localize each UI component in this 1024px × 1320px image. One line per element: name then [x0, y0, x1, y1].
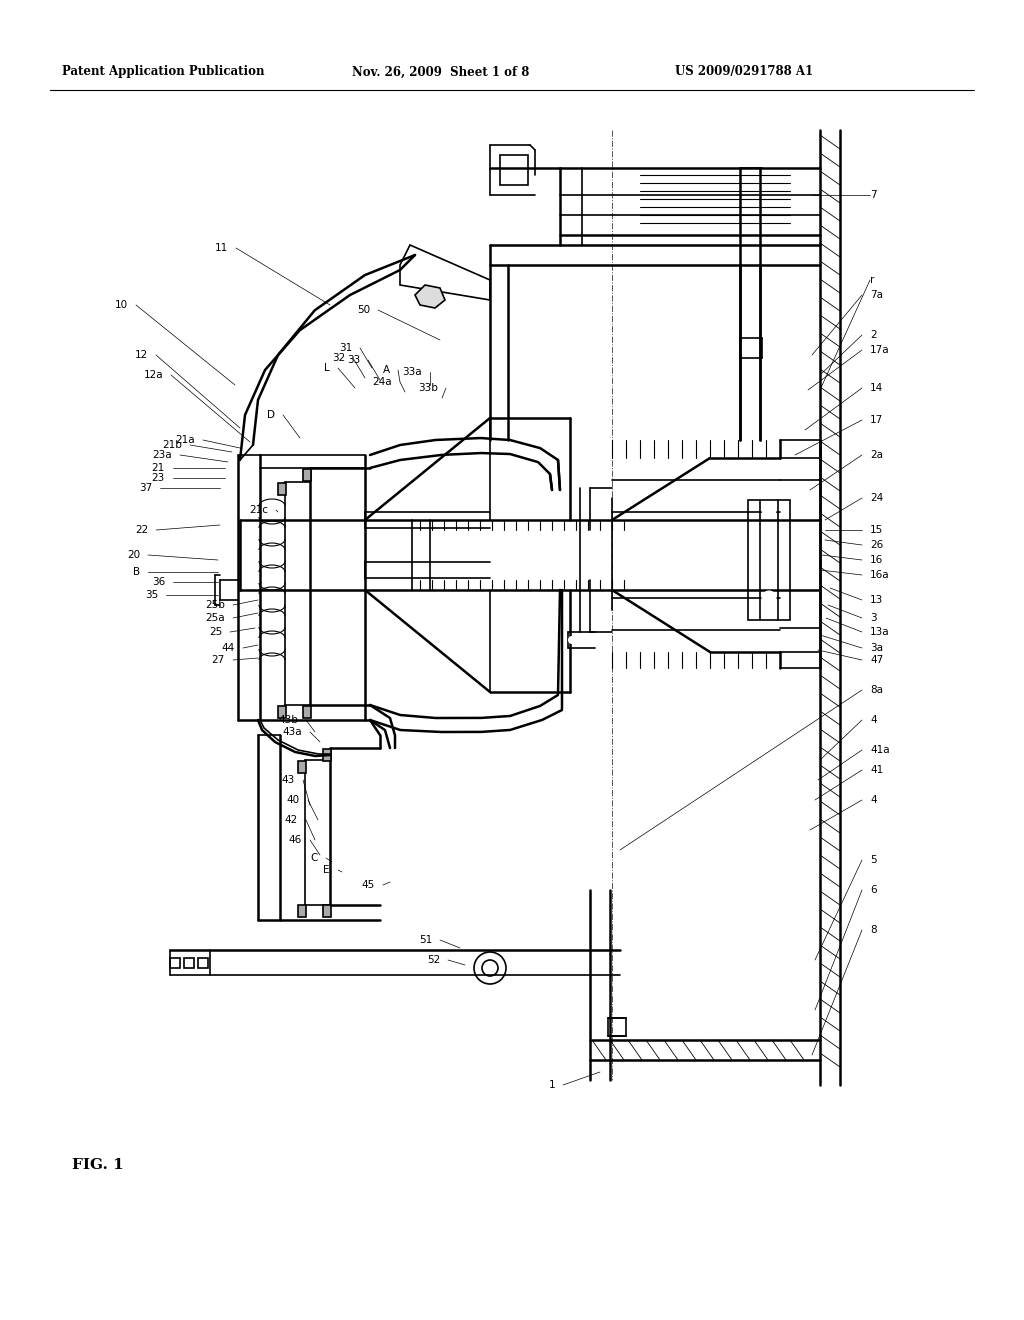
Text: 7a: 7a: [870, 290, 883, 300]
Text: 3: 3: [870, 612, 877, 623]
Text: 21: 21: [152, 463, 165, 473]
Text: 25a: 25a: [206, 612, 225, 623]
Text: US 2009/0291788 A1: US 2009/0291788 A1: [675, 66, 813, 78]
Bar: [608, 1018, 626, 1036]
Text: 27: 27: [212, 655, 225, 665]
Text: 2a: 2a: [870, 450, 883, 459]
Text: 33a: 33a: [402, 367, 422, 378]
Bar: [298, 906, 306, 917]
Text: 20: 20: [127, 550, 140, 560]
Text: 43: 43: [282, 775, 295, 785]
Bar: [303, 469, 311, 480]
Text: 15: 15: [870, 525, 884, 535]
Text: 52: 52: [427, 954, 440, 965]
Text: 14: 14: [870, 383, 884, 393]
Text: 41a: 41a: [870, 744, 890, 755]
Text: B: B: [133, 568, 140, 577]
Text: 44: 44: [222, 643, 234, 653]
Text: 7: 7: [870, 190, 877, 201]
Text: 8: 8: [870, 925, 877, 935]
Text: 32: 32: [332, 352, 345, 363]
Text: 41: 41: [870, 766, 884, 775]
Text: 4: 4: [870, 715, 877, 725]
Text: 50: 50: [357, 305, 370, 315]
Text: 4: 4: [870, 795, 877, 805]
Text: FIG. 1: FIG. 1: [72, 1158, 124, 1172]
Text: 42: 42: [285, 814, 298, 825]
Text: 23a: 23a: [153, 450, 172, 459]
Text: 16: 16: [870, 554, 884, 565]
Text: 47: 47: [870, 655, 884, 665]
Circle shape: [762, 546, 776, 561]
Circle shape: [762, 525, 776, 539]
Text: 16a: 16a: [870, 570, 890, 579]
Text: 12: 12: [135, 350, 148, 360]
Text: 17a: 17a: [870, 345, 890, 355]
Circle shape: [568, 636, 575, 644]
Text: 3a: 3a: [870, 643, 883, 653]
Circle shape: [585, 636, 592, 644]
Text: 1: 1: [549, 1080, 555, 1090]
Text: Nov. 26, 2009  Sheet 1 of 8: Nov. 26, 2009 Sheet 1 of 8: [352, 66, 529, 78]
Bar: [500, 154, 528, 185]
Text: 2: 2: [870, 330, 877, 341]
Text: 10: 10: [115, 300, 128, 310]
Text: 22: 22: [135, 525, 148, 535]
Text: 40: 40: [287, 795, 300, 805]
Text: 17: 17: [870, 414, 884, 425]
Text: A: A: [383, 366, 390, 375]
Text: 35: 35: [144, 590, 158, 601]
Text: E: E: [324, 865, 330, 875]
Polygon shape: [415, 285, 445, 308]
Text: 33b: 33b: [418, 383, 438, 393]
Bar: [323, 748, 331, 762]
Text: 31: 31: [339, 343, 352, 352]
Circle shape: [762, 569, 776, 583]
Text: 36: 36: [152, 577, 165, 587]
Text: 24: 24: [870, 492, 884, 503]
Text: 6: 6: [870, 884, 877, 895]
Circle shape: [762, 591, 776, 605]
Text: 43a: 43a: [283, 727, 302, 737]
Text: 37: 37: [138, 483, 152, 492]
Bar: [198, 958, 208, 968]
Bar: [303, 706, 311, 718]
Text: 12a: 12a: [143, 370, 163, 380]
Bar: [748, 500, 790, 620]
Text: 21c: 21c: [249, 506, 268, 515]
Circle shape: [762, 503, 776, 517]
Text: 51: 51: [419, 935, 432, 945]
Text: C: C: [310, 853, 318, 863]
Text: 33: 33: [347, 355, 360, 366]
Bar: [278, 706, 286, 718]
Text: 21a: 21a: [175, 436, 195, 445]
Text: 13a: 13a: [870, 627, 890, 638]
Text: L: L: [325, 363, 330, 374]
Text: 25: 25: [209, 627, 222, 638]
Text: 46: 46: [289, 836, 302, 845]
Text: 5: 5: [870, 855, 877, 865]
Text: 21b: 21b: [162, 440, 182, 450]
Text: r: r: [870, 275, 874, 285]
Text: 25b: 25b: [205, 601, 225, 610]
Circle shape: [577, 636, 584, 644]
Text: D: D: [267, 411, 275, 420]
Text: Patent Application Publication: Patent Application Publication: [62, 66, 264, 78]
Bar: [323, 906, 331, 917]
Bar: [184, 958, 194, 968]
Text: 43b: 43b: [279, 715, 298, 725]
Bar: [170, 958, 180, 968]
Text: 23: 23: [152, 473, 165, 483]
Text: 24a: 24a: [373, 378, 392, 387]
Bar: [298, 762, 306, 774]
Text: 45: 45: [361, 880, 375, 890]
Text: 8a: 8a: [870, 685, 883, 696]
Bar: [278, 483, 286, 495]
Text: 26: 26: [870, 540, 884, 550]
Text: 13: 13: [870, 595, 884, 605]
Text: 11: 11: [215, 243, 228, 253]
